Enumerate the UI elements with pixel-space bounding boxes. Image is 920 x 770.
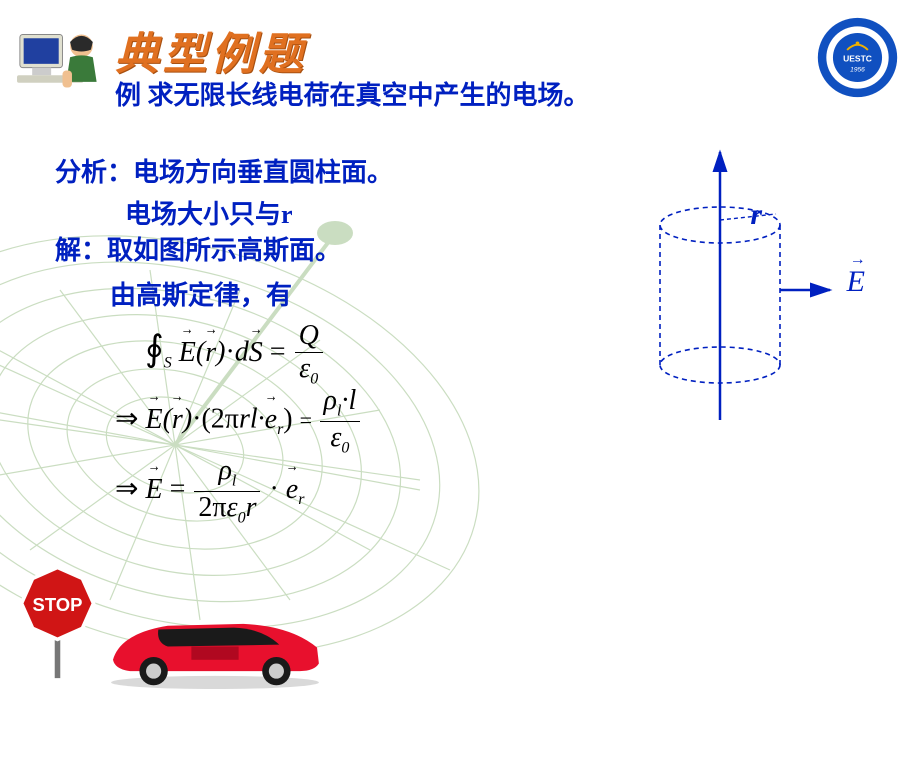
analysis-text-1: 电场方向垂直圆柱面。 <box>133 158 393 187</box>
diagram-r-label: r <box>750 198 762 232</box>
analysis-line-2: 电场大小只与r <box>125 194 293 231</box>
solution-line-1: 解：取如图所示高斯面。 <box>55 230 341 267</box>
person-at-computer-icon <box>15 25 110 115</box>
solution-label: 解： <box>55 236 107 265</box>
analysis-label: 分析： <box>55 158 133 187</box>
slide-title: 典型例题 <box>115 18 307 82</box>
stop-sign-icon: STOP <box>10 560 105 680</box>
gaussian-cylinder-diagram <box>570 140 870 440</box>
equation-1: ∮S E(r)·dS = Qε0 <box>145 320 325 389</box>
equation-2: ⇒ E(r)·(2πrl·er) = ρl·lε0 <box>115 385 362 457</box>
diagram-e-label: E <box>847 265 865 299</box>
solution-text-1: 取如图所示高斯面。 <box>107 236 341 265</box>
logo-year: 1956 <box>850 67 865 74</box>
analysis-line-1: 分析：电场方向垂直圆柱面。 <box>55 152 393 189</box>
car-icon <box>100 605 330 690</box>
equation-3: ⇒ E = ρl2πε0r · er <box>115 455 304 527</box>
stop-text: STOP <box>33 594 83 615</box>
university-logo: UESTC 1956 <box>815 15 900 100</box>
example-problem-text: 例 求无限长线电荷在真空中产生的电场。 <box>115 75 590 112</box>
solution-line-2: 由高斯定律，有 <box>110 275 292 312</box>
logo-text: UESTC <box>843 53 872 63</box>
